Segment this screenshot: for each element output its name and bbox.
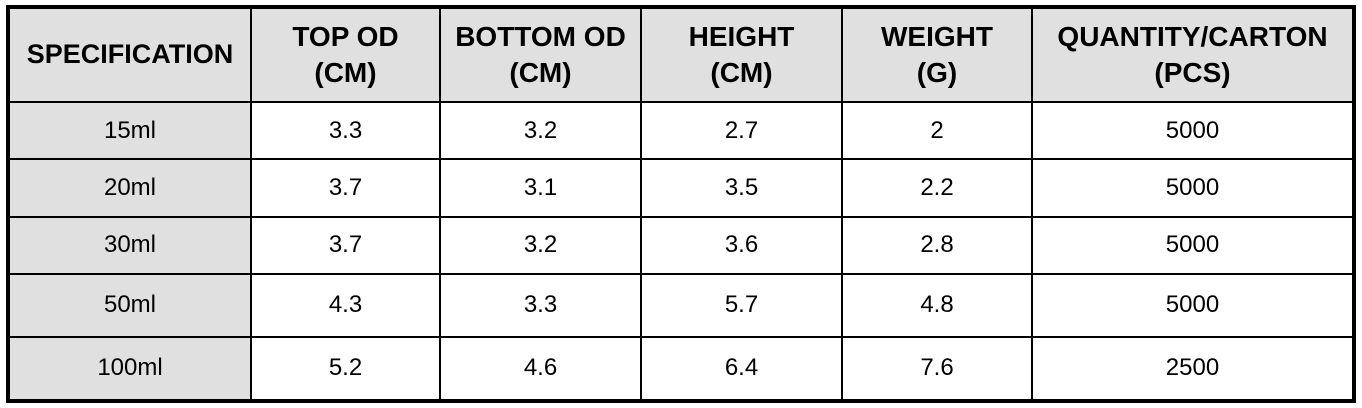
table-row: 15ml 3.3 3.2 2.7 2 5000 <box>10 100 1352 161</box>
header-quantity-carton: QUANTITY/CARTON (PCS) <box>1031 9 1352 103</box>
cell-top-od: 4.3 <box>250 273 441 338</box>
cell-quantity: 5000 <box>1031 100 1352 161</box>
header-unit: (CM) <box>509 57 572 88</box>
cell-top-od: 3.7 <box>250 158 441 218</box>
cell-bottom-od: 3.3 <box>439 273 642 338</box>
cell-specification: 20ml <box>10 158 252 218</box>
header-label: BOTTOM OD <box>455 20 626 52</box>
cell-weight: 2.2 <box>841 158 1033 218</box>
cell-specification: 15ml <box>10 100 252 161</box>
header-label: HEIGHT <box>688 20 795 52</box>
cell-quantity: 2500 <box>1031 335 1352 399</box>
header-unit: (PCS) <box>1154 57 1231 88</box>
cell-bottom-od: 3.2 <box>439 100 642 161</box>
cell-specification: 30ml <box>10 215 252 276</box>
cell-weight: 4.8 <box>841 273 1033 338</box>
header-specification: SPECIFICATION <box>10 9 252 103</box>
header-height: HEIGHT (CM) <box>640 9 843 103</box>
cell-specification: 50ml <box>10 273 252 338</box>
cell-top-od: 3.3 <box>250 100 441 161</box>
cell-bottom-od: 4.6 <box>439 335 642 399</box>
table-row: 50ml 4.3 3.3 5.7 4.8 5000 <box>10 273 1352 338</box>
header-unit: (CM) <box>710 57 773 88</box>
header-label: QUANTITY/CARTON <box>1057 20 1328 52</box>
cell-height: 2.7 <box>640 100 843 161</box>
table-row: 20ml 3.7 3.1 3.5 2.2 5000 <box>10 158 1352 218</box>
cell-top-od: 3.7 <box>250 215 441 276</box>
header-weight: WEIGHT (G) <box>841 9 1033 103</box>
header-bottom-od: BOTTOM OD (CM) <box>439 9 642 103</box>
header-label: TOP OD <box>292 20 399 52</box>
cell-bottom-od: 3.2 <box>439 215 642 276</box>
cell-top-od: 5.2 <box>250 335 441 399</box>
cell-height: 3.5 <box>640 158 843 218</box>
cell-height: 6.4 <box>640 335 843 399</box>
cell-specification: 100ml <box>10 335 252 399</box>
header-label: WEIGHT <box>881 20 993 52</box>
cell-height: 3.6 <box>640 215 843 276</box>
header-top-od: TOP OD (CM) <box>250 9 441 103</box>
table-row: 100ml 5.2 4.6 6.4 7.6 2500 <box>10 335 1352 399</box>
header-unit: (CM) <box>314 57 377 88</box>
cell-weight: 2.8 <box>841 215 1033 276</box>
table-row: 30ml 3.7 3.2 3.6 2.8 5000 <box>10 215 1352 276</box>
cell-quantity: 5000 <box>1031 158 1352 218</box>
header-label: SPECIFICATION <box>26 39 234 70</box>
cell-weight: 7.6 <box>841 335 1033 399</box>
cell-quantity: 5000 <box>1031 273 1352 338</box>
cell-bottom-od: 3.1 <box>439 158 642 218</box>
header-unit: (G) <box>916 57 958 88</box>
cell-weight: 2 <box>841 100 1033 161</box>
header-row: SPECIFICATION TOP OD (CM) BOTTOM OD (CM)… <box>10 9 1352 103</box>
cell-quantity: 5000 <box>1031 215 1352 276</box>
specification-table: SPECIFICATION TOP OD (CM) BOTTOM OD (CM)… <box>10 9 1352 399</box>
cell-height: 5.7 <box>640 273 843 338</box>
specification-table-frame: SPECIFICATION TOP OD (CM) BOTTOM OD (CM)… <box>6 5 1356 403</box>
